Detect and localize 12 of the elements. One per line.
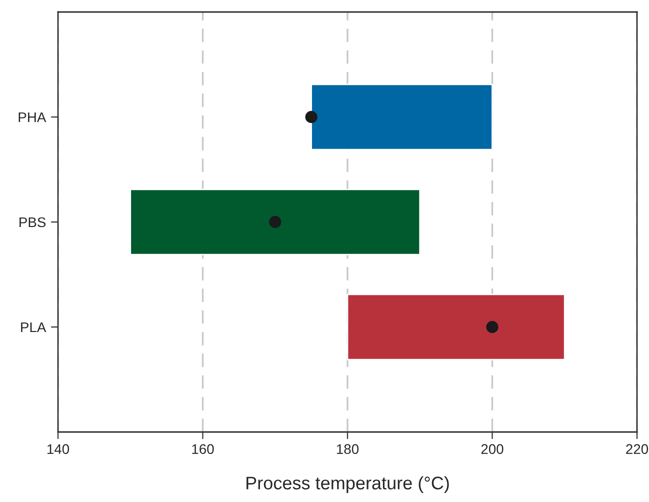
- x-tick-label: 140: [47, 444, 70, 454]
- bar: [310, 84, 493, 150]
- y-tick-label: PBS: [20, 217, 46, 228]
- x-axis-title: Process temperature (°C): [246, 476, 449, 494]
- x-tick-label: 220: [626, 444, 648, 454]
- x-tick-label: 180: [336, 444, 359, 454]
- bar: [130, 188, 421, 256]
- bar: [346, 294, 566, 360]
- y-tick-label: PLA: [21, 322, 46, 332]
- x-tick-label: 160: [192, 444, 214, 454]
- x-tick-label: 200: [481, 444, 504, 454]
- y-tick-label: PHA: [18, 112, 46, 122]
